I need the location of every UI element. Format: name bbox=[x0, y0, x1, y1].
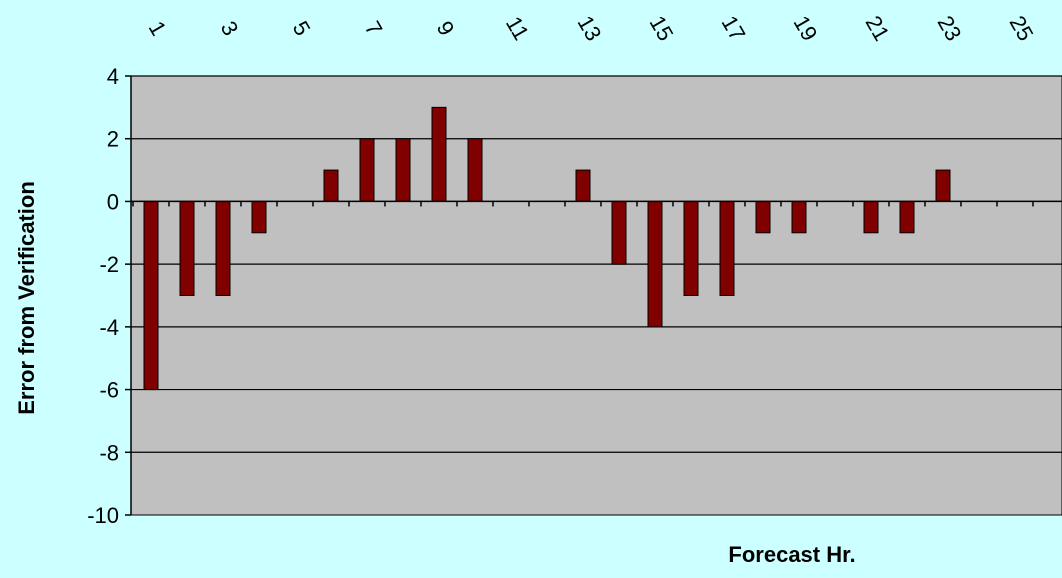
x-axis-title: Forecast Hr. bbox=[728, 542, 855, 567]
bar bbox=[575, 169, 591, 202]
x-tick-label: 19 bbox=[789, 11, 823, 45]
bar bbox=[647, 200, 663, 328]
bar bbox=[755, 200, 771, 234]
y-axis-title: Error from Verification bbox=[14, 181, 39, 415]
bar bbox=[683, 200, 699, 296]
x-tick-labels: 13579111315171921232527 bbox=[144, 11, 1039, 45]
x-tick-label: 11 bbox=[501, 12, 534, 44]
x-tick-label: 13 bbox=[573, 11, 607, 45]
y-tick-label: 4 bbox=[107, 64, 119, 89]
x-tick-label: 1 bbox=[144, 17, 172, 40]
x-tick-label: 17 bbox=[717, 11, 751, 45]
y-tick-label: 0 bbox=[107, 189, 119, 214]
bar bbox=[467, 138, 483, 202]
plot-area bbox=[130, 75, 1062, 516]
x-tick-label: 9 bbox=[432, 17, 460, 40]
y-tick-label: -6 bbox=[99, 378, 119, 403]
x-tick-label: 21 bbox=[861, 11, 895, 45]
bar bbox=[323, 169, 339, 202]
bar bbox=[431, 106, 447, 202]
bar bbox=[143, 200, 159, 391]
bar bbox=[719, 200, 735, 296]
y-tick-label: -2 bbox=[99, 252, 119, 277]
bar bbox=[863, 200, 879, 234]
y-tick-label: -10 bbox=[87, 503, 119, 528]
y-tick-labels: 4 2 0 -2 -4 -6 -8 -10 bbox=[87, 64, 119, 528]
axes bbox=[125, 75, 1062, 516]
x-tick-label: 3 bbox=[216, 17, 244, 40]
x-tick-label: 15 bbox=[645, 11, 679, 45]
bar bbox=[395, 138, 411, 202]
bar bbox=[611, 200, 627, 265]
y-tick-label: -8 bbox=[99, 440, 119, 465]
x-tick-label: 25 bbox=[1005, 11, 1039, 45]
bar bbox=[791, 200, 807, 234]
bar bbox=[899, 200, 915, 234]
y-tick-label: 2 bbox=[107, 127, 119, 152]
y-tick-label: -4 bbox=[99, 315, 119, 340]
bar bbox=[179, 200, 195, 296]
x-tick-label: 23 bbox=[933, 11, 967, 45]
bar bbox=[359, 138, 375, 202]
bar bbox=[251, 200, 267, 234]
bar bbox=[215, 200, 231, 296]
bar bbox=[935, 169, 951, 202]
x-tick-label: 7 bbox=[360, 17, 388, 40]
x-tick-label: 5 bbox=[288, 17, 316, 40]
